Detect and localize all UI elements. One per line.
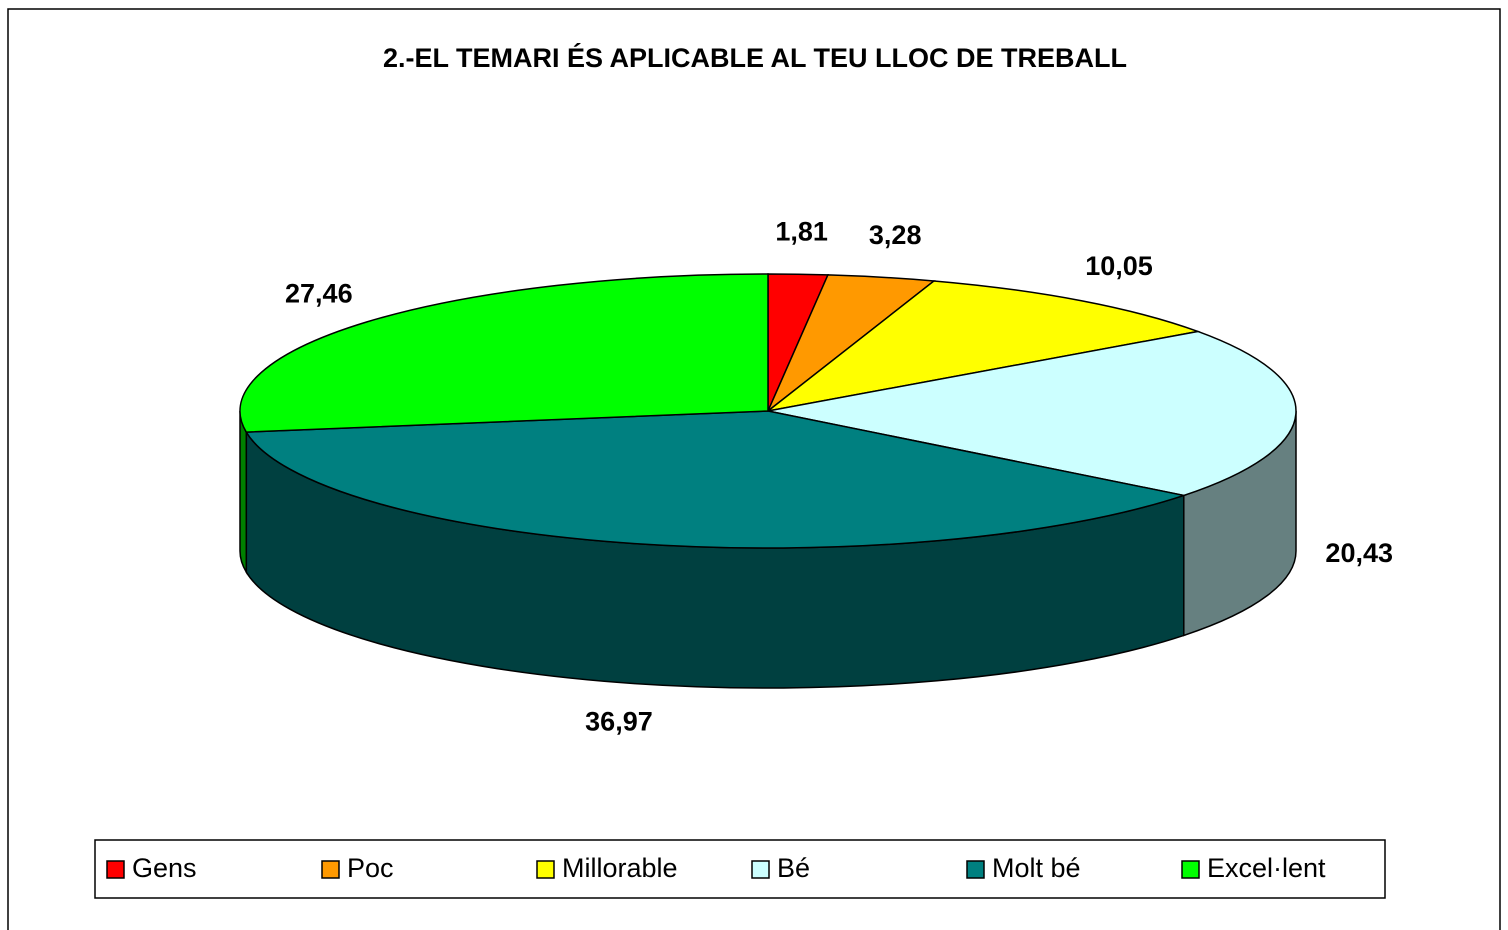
data-label: 1,81	[775, 216, 828, 246]
legend-swatch	[1181, 860, 1200, 879]
legend-label: Gens	[132, 853, 197, 883]
pie-slice	[244, 410, 1187, 549]
legend-swatch	[751, 860, 770, 879]
legend-swatch	[321, 860, 340, 879]
legend-label: Bé	[777, 853, 810, 883]
legend: Gens Poc Millorable Bé Molt bé Excel·lent	[106, 853, 1326, 883]
legend-label: Molt bé	[992, 853, 1081, 883]
data-label: 20,43	[1325, 538, 1393, 568]
data-label: 36,97	[585, 706, 653, 736]
pie-side	[239, 410, 248, 575]
legend-swatch	[536, 860, 555, 879]
legend-box	[94, 839, 1386, 899]
legend-label: Poc	[347, 853, 394, 883]
pie-slice	[239, 273, 769, 433]
pie-tops	[239, 273, 1297, 549]
chart-title: 2.-EL TEMARI ÉS APLICABLE AL TEU LLOC DE…	[383, 42, 1127, 73]
legend-swatch	[966, 860, 985, 879]
data-label: 10,05	[1085, 251, 1153, 281]
pie-slice	[767, 330, 1297, 497]
legend-label: Excel·lent	[1207, 853, 1326, 883]
data-labels: 1,81 3,28 10,05 20,43 36,97 27,46	[285, 216, 1393, 736]
legend-swatch	[106, 860, 125, 879]
pie-slice	[767, 280, 1201, 412]
legend-label: Millorable	[562, 853, 678, 883]
data-label: 27,46	[285, 278, 353, 308]
data-label: 3,28	[869, 220, 922, 250]
